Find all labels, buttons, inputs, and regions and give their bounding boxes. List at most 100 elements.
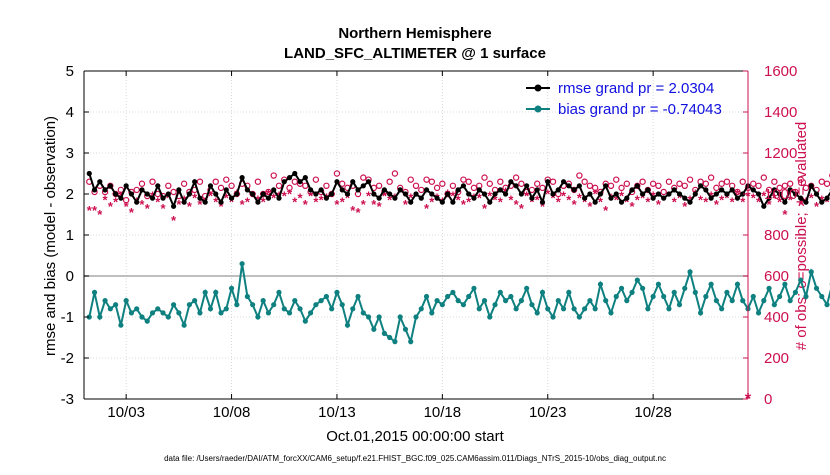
bias-point [282, 306, 287, 311]
bias-point [387, 335, 392, 340]
rmse-point [819, 200, 824, 205]
bias-point [798, 278, 803, 283]
bias-point [498, 290, 503, 295]
rmse-point [545, 179, 550, 184]
rmse-point [261, 191, 266, 196]
obs-possible-point [819, 179, 824, 184]
bias-point [377, 314, 382, 319]
legend-rmse-swatch-dot [535, 85, 542, 92]
bias-point [624, 298, 629, 303]
rmse-point [245, 187, 250, 192]
bias-point [192, 298, 197, 303]
obs-evaluated-point: * [782, 207, 788, 222]
rmse-point [350, 179, 355, 184]
rmse-point [603, 183, 608, 188]
obs-possible-point [761, 175, 766, 180]
bias-point [456, 298, 461, 303]
rmse-point [255, 200, 260, 205]
rmse-point [761, 204, 766, 209]
rmse-point [250, 191, 255, 196]
rmse-point [408, 200, 413, 205]
bias-point [593, 306, 598, 311]
rmse-point [182, 200, 187, 205]
bias-point [450, 290, 455, 295]
rmse-point [229, 196, 234, 201]
rmse-point [477, 187, 482, 192]
bias-point [287, 310, 292, 315]
bias-point [687, 269, 692, 274]
bias-point [719, 306, 724, 311]
rmse-point [535, 187, 540, 192]
bias-point [408, 339, 413, 344]
rmse-point [382, 187, 387, 192]
rmse-point [108, 183, 113, 188]
rmse-point [160, 196, 165, 201]
bias-point [487, 314, 492, 319]
bias-point [587, 298, 592, 303]
rmse-point [224, 187, 229, 192]
rmse-point [445, 191, 450, 196]
rmse-point [709, 196, 714, 201]
rmse-point [371, 191, 376, 196]
rmse-point [751, 187, 756, 192]
bias-point [113, 302, 118, 307]
bias-point [97, 314, 102, 319]
rmse-point [598, 191, 603, 196]
bias-point [334, 290, 339, 295]
chart-subtitle: LAND_SFC_ALTIMETER @ 1 surface [284, 45, 546, 62]
bias-point [540, 290, 545, 295]
bias-point [150, 310, 155, 315]
bias-point [714, 298, 719, 303]
bias-point [208, 306, 213, 311]
rmse-point [413, 191, 418, 196]
rmse-point [814, 191, 819, 196]
bias-point [477, 306, 482, 311]
rmse-point [724, 191, 729, 196]
bias-point [440, 302, 445, 307]
rmse-point [340, 187, 345, 192]
bias-point [239, 261, 244, 266]
bias-point [672, 290, 677, 295]
bias-point [466, 294, 471, 299]
rmse-point [577, 183, 582, 188]
obs-possible-point [772, 179, 777, 184]
bias-point [324, 294, 329, 299]
rmse-point [166, 191, 171, 196]
rmse-point [434, 196, 439, 201]
bias-point [608, 310, 613, 315]
rmse-point [656, 191, 661, 196]
bias-point [160, 310, 165, 315]
rmse-point [118, 196, 123, 201]
y2-tick-label: 400 [764, 309, 789, 326]
y2-tick-label: 1200 [764, 145, 797, 162]
y-tick-label: 5 [66, 63, 74, 80]
x-tick-label: 10/18 [424, 404, 462, 421]
rmse-point [234, 191, 239, 196]
bias-point [724, 290, 729, 295]
bias-point [824, 302, 829, 307]
bias-point [124, 298, 129, 303]
rmse-point [297, 179, 302, 184]
bias-point [303, 319, 308, 324]
rmse-point [303, 175, 308, 180]
rmse-point [287, 175, 292, 180]
bias-point [197, 310, 202, 315]
rmse-point [703, 187, 708, 192]
chart-title: Northern Hemisphere [338, 25, 491, 42]
rmse-point [171, 204, 176, 209]
bias-point [313, 302, 318, 307]
bias-point [788, 298, 793, 303]
bias-point [566, 290, 571, 295]
rmse-point [698, 183, 703, 188]
rmse-point [571, 187, 576, 192]
y-tick-label: 0 [66, 268, 74, 285]
bias-point [166, 314, 171, 319]
bias-point [319, 298, 324, 303]
rmse-point [313, 191, 318, 196]
rmse-point [682, 196, 687, 201]
rmse-point [387, 191, 392, 196]
y-tick-label: 3 [66, 145, 74, 162]
rmse-point [239, 175, 244, 180]
rmse-point [398, 187, 403, 192]
